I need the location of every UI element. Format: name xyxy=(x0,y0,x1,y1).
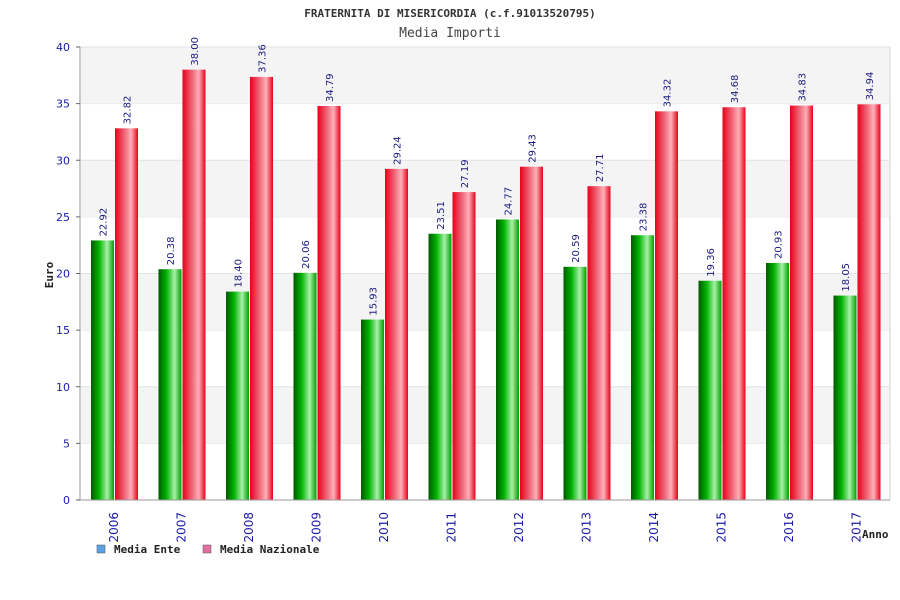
value-label: 18.40 xyxy=(234,259,245,288)
value-label: 24.77 xyxy=(504,187,515,216)
legend: Media Ente Media Nazionale xyxy=(96,543,320,556)
x-axis-label: Anno xyxy=(862,528,889,541)
x-tick-label: 2012 xyxy=(512,512,526,543)
legend-label: Media Ente xyxy=(114,543,181,556)
value-label: 27.71 xyxy=(595,154,606,183)
legend-swatch xyxy=(202,544,212,554)
y-tick-label: 15 xyxy=(56,324,70,337)
bar-ente-2013 xyxy=(563,266,587,500)
bar-ente-2015 xyxy=(698,280,722,500)
bar-ente-2014 xyxy=(631,235,654,500)
value-label: 32.82 xyxy=(123,96,134,125)
x-axis: 2006 2007 2008 2009 2010 2011 2012 2013 2014 2015… xyxy=(80,499,890,543)
value-label: 20.93 xyxy=(774,230,785,259)
bar-ente-2006 xyxy=(91,240,114,500)
bar-nazionale-2017 xyxy=(857,104,881,500)
bar-ente-2007 xyxy=(158,269,182,500)
value-label: 15.93 xyxy=(369,287,380,316)
value-label: 29.24 xyxy=(393,136,404,165)
legend-swatch xyxy=(96,544,106,554)
bar-ente-2012 xyxy=(496,219,519,501)
bar-nazionale-2014 xyxy=(655,111,678,501)
bar-nazionale-2010 xyxy=(385,168,408,500)
value-label: 27.19 xyxy=(460,159,471,188)
plot-area xyxy=(79,46,891,501)
y-tick-label: 0 xyxy=(63,494,70,507)
y-tick-label: 10 xyxy=(56,381,70,394)
bar-ente-2016 xyxy=(766,262,789,500)
value-label: 20.06 xyxy=(301,240,312,269)
value-label: 38.00 xyxy=(190,37,201,66)
bar-nazionale-2012 xyxy=(520,166,543,500)
x-tick-label: 2010 xyxy=(377,512,391,543)
grid-band xyxy=(81,47,889,104)
value-label: 19.36 xyxy=(706,248,717,277)
bars: 22.92 32.82 20.38 38.00 18.40 37.36 20.06 34.79… xyxy=(91,37,881,501)
bar-nazionale-2016 xyxy=(790,105,813,501)
x-tick-label: 2007 xyxy=(175,512,189,543)
value-label: 23.38 xyxy=(639,203,650,232)
value-label: 20.59 xyxy=(571,234,582,263)
grid-band xyxy=(81,273,889,331)
grid-band xyxy=(81,160,889,217)
value-label: 34.32 xyxy=(663,79,674,108)
value-label: 37.36 xyxy=(258,44,269,73)
x-tick-label: 2014 xyxy=(647,512,661,543)
x-tick-label: 2013 xyxy=(580,512,594,543)
bar-ente-2010 xyxy=(361,319,384,500)
bar-ente-2009 xyxy=(293,272,317,500)
value-label: 22.92 xyxy=(99,208,110,237)
x-tick-label: 2009 xyxy=(310,512,324,543)
value-label: 34.94 xyxy=(865,72,876,101)
legend-label: Media Nazionale xyxy=(220,543,320,556)
bar-ente-2011 xyxy=(428,233,452,500)
bar-nazionale-2006 xyxy=(115,128,138,500)
x-tick-label: 2015 xyxy=(715,512,729,543)
x-tick-label: 2011 xyxy=(445,512,459,543)
x-tick-label: 2006 xyxy=(107,512,121,543)
x-tick-label: 2017 xyxy=(850,512,864,543)
y-tick-label: 40 xyxy=(56,41,70,54)
bar-ente-2008 xyxy=(226,291,249,500)
grid-band xyxy=(81,386,889,444)
x-tick-label: 2016 xyxy=(782,512,796,543)
y-tick-label: 25 xyxy=(56,211,70,224)
y-tick-label: 30 xyxy=(56,154,70,167)
value-label: 20.38 xyxy=(166,237,177,266)
value-label: 29.43 xyxy=(528,134,539,163)
y-tick-label: 20 xyxy=(56,268,70,281)
chart-title: FRATERNITA DI MISERICORDIA (c.f.91013520… xyxy=(304,7,595,20)
y-tick-label: 35 xyxy=(56,98,70,111)
y-axis-label: Euro xyxy=(43,261,56,288)
value-label: 23.51 xyxy=(436,201,447,230)
bar-nazionale-2008 xyxy=(250,76,273,500)
y-tick-label: 5 xyxy=(63,437,70,450)
bar-nazionale-2007 xyxy=(182,69,206,501)
bar-ente-2017 xyxy=(833,295,857,500)
bar-nazionale-2013 xyxy=(587,186,611,500)
bar-nazionale-2015 xyxy=(722,107,746,501)
y-axis: 0 5 10 15 20 25 30 35 40 xyxy=(56,41,81,507)
value-label: 34.83 xyxy=(798,73,809,102)
bar-nazionale-2011 xyxy=(452,192,476,501)
value-label: 34.79 xyxy=(325,73,336,102)
x-tick-label: 2008 xyxy=(242,512,256,543)
value-label: 18.05 xyxy=(841,263,852,292)
value-label: 34.68 xyxy=(730,75,741,104)
chart-subtitle: Media Importi xyxy=(399,26,501,41)
bar-nazionale-2009 xyxy=(317,106,341,501)
